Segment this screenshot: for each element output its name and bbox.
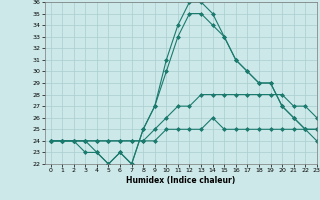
X-axis label: Humidex (Indice chaleur): Humidex (Indice chaleur): [126, 176, 236, 185]
